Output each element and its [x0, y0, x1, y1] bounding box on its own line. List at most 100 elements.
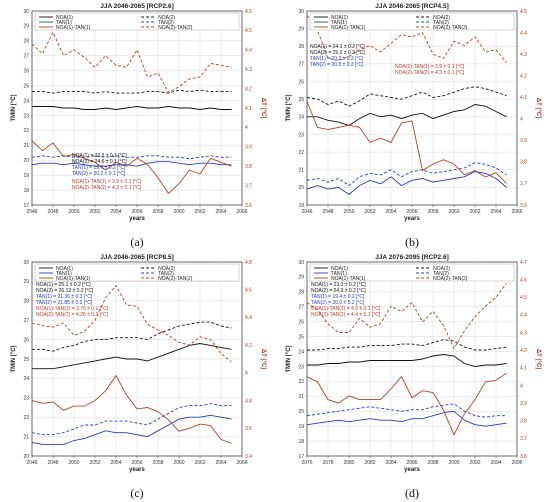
panel-a: JJA 2046-2065 [RCP2.6] 2046 2048 2050 2052 20… — [11, 3, 266, 222]
y-tick-label: 24 — [23, 376, 29, 382]
stats-annotation: NOA(2)-TAN(2) = 4.4 ± 0.1 [°C] — [311, 312, 381, 318]
y-tick-label: 19 — [298, 424, 304, 430]
y2-tick-label: 4.4 — [245, 315, 252, 321]
y-tick-label: 27 — [298, 305, 304, 311]
y2-axis-label: ΔT [°C] — [535, 349, 541, 369]
y-tick-label: 30 — [298, 9, 304, 15]
x-tick-label: 2086 — [406, 460, 417, 466]
series-line-diff2 — [306, 282, 507, 350]
x-tick-label: 2092 — [469, 460, 480, 466]
y2-tick-label: 3.8 — [520, 160, 527, 166]
x-tick-label: 2052 — [364, 209, 375, 215]
legend-entry: NOA(1) — [331, 266, 348, 272]
y-tick-label: 19 — [23, 173, 29, 179]
y-tick-label: 29 — [23, 279, 29, 285]
stats-annotation: NOA(2) = 24.6 ± 0.1 [°C] — [72, 159, 127, 165]
y2-tick-label: 3.7 — [245, 183, 252, 189]
y2-tick-label: 4.5 — [520, 9, 527, 15]
y2-tick-label: 3.9 — [520, 401, 527, 407]
stats-annotation: NOA(2) = 25.2 ± 0.3 [°C] — [310, 50, 365, 56]
y2-tick-label: 4.6 — [520, 277, 527, 283]
series-line-diff1 — [31, 374, 232, 444]
legend-entry: TAN(1) — [56, 271, 72, 277]
x-tick-label: 2058 — [152, 209, 163, 215]
y-tick-label: 20 — [298, 185, 304, 191]
series-line-tan2 — [31, 403, 232, 436]
legend-entry: NOA(1)-TAN(1) — [331, 25, 366, 31]
stats-annotation: NOA(1)-TAN(1) = 4.0 ± 0.1 [°C] — [311, 306, 381, 312]
y2-tick-label: 4.2 — [520, 73, 527, 79]
stats-annotation: NOA(2)-TAN(2) = 4.3 ± 0.1 [°C] — [72, 185, 142, 191]
x-tick-label: 2050 — [68, 209, 79, 215]
x-tick-label: 2046 — [26, 209, 37, 215]
y2-tick-label: 4.3 — [520, 52, 527, 58]
legend-entry: NOA(1)-TAN(1) — [331, 276, 366, 282]
stats-annotation: NOA(2)-TAN(2) = 4.3 ± 0.1 [°C] — [395, 70, 465, 76]
stats-annotation: TAN(2) = 20.2 ± 0.1 [°C] — [72, 171, 126, 177]
y-tick-label: 18 — [23, 188, 29, 194]
y-tick-label: 28 — [23, 39, 29, 45]
x-tick-label: 2060 — [173, 209, 184, 215]
series-line-noa2 — [307, 339, 507, 351]
legend-entry: NOA(2) — [433, 15, 450, 21]
x-axis-label: years — [129, 216, 145, 222]
y2-tick-label: 4.3 — [520, 330, 527, 336]
stats-annotation: NOA(1) = 25.1 ± 0.2 [°C] — [36, 282, 91, 288]
chart-title: JJA 2046-2065 [RCP4.5] — [375, 3, 448, 10]
y-tick-label: 25 — [298, 334, 304, 340]
y-tick-label: 23 — [298, 364, 304, 370]
legend-entry: TAN(1) — [56, 20, 72, 26]
series-line-tan2 — [31, 155, 232, 160]
y-tick-label: 17 — [23, 203, 29, 209]
x-tick-label: 2084 — [385, 460, 396, 466]
y2-tick-label: 4.2 — [245, 86, 252, 92]
x-tick-label: 2046 — [301, 209, 312, 215]
y2-tick-label: 3.8 — [245, 164, 252, 170]
y2-tick-label: 4.4 — [245, 48, 252, 54]
y2-tick-label: 3.7 — [520, 181, 527, 187]
stats-annotation: NOA(1) = 23.3 ± 0.2 [°C] — [311, 282, 366, 288]
series-line-noa2 — [32, 89, 232, 94]
series-line-tan2 — [306, 162, 507, 187]
legend-entry: NOA(1) — [56, 266, 73, 272]
x-tick-label: 2064 — [215, 209, 226, 215]
y2-tick-label: 4 — [245, 125, 248, 131]
x-tick-label: 2088 — [427, 460, 438, 466]
x-tick-label: 2054 — [110, 460, 121, 466]
y-tick-label: 21 — [298, 168, 304, 174]
x-tick-label: 2046 — [26, 460, 37, 466]
y-tick-label: 30 — [23, 9, 29, 15]
x-axis-label: years — [404, 216, 420, 222]
legend-entry: TAN(2) — [433, 271, 449, 277]
stats-annotation: TAN(2) = 21.85 ± 0.3 [°C] — [36, 300, 93, 306]
legend-entry: NOA(2)-TAN(2) — [158, 25, 193, 31]
stats-annotation: NOA(2)-TAN(2) = 4.28 ± 0.1 [°C] — [36, 312, 109, 318]
y-tick-label: 30 — [23, 260, 29, 266]
y-tick-label: 26 — [298, 319, 304, 325]
panel-d: JJA 2076-2095 [RCP2.6] 2076 2078 2080 2082 20… — [286, 254, 541, 473]
panel-label-d: (d) — [405, 486, 419, 500]
panel-label-b: (b) — [405, 235, 419, 249]
y2-tick-label: 4.1 — [520, 366, 527, 372]
x-tick-label: 2066 — [511, 209, 522, 215]
y-tick-label: 20 — [23, 158, 29, 164]
legend-entry: NOA(2)-TAN(2) — [158, 276, 193, 282]
y2-tick-label: 3.6 — [520, 203, 527, 209]
y-tick-label: 21 — [23, 434, 29, 440]
y-tick-label: 28 — [298, 44, 304, 50]
y2-tick-label: 4.7 — [520, 260, 527, 266]
x-tick-label: 2066 — [236, 460, 247, 466]
y2-tick-label: 4.1 — [245, 106, 252, 112]
y2-tick-label: 4.6 — [245, 288, 252, 294]
y2-tick-label: 3.4 — [245, 454, 252, 460]
y-tick-label: 23 — [23, 113, 29, 119]
y-tick-label: 24 — [298, 115, 304, 121]
x-tick-label: 2050 — [343, 209, 354, 215]
stats-annotation: NOA(1)-TAN(1) = 3.75 ± 0.1 [°C] — [36, 306, 109, 312]
y2-tick-label: 4.5 — [520, 295, 527, 301]
stats-annotation: TAN(2) = 20.8 ± 0.3 [°C] — [310, 62, 364, 68]
series-line-diff2 — [31, 284, 232, 363]
y-tick-label: 27 — [23, 318, 29, 324]
y2-tick-label: 4 — [245, 371, 248, 377]
series-line-diff2 — [31, 31, 232, 94]
